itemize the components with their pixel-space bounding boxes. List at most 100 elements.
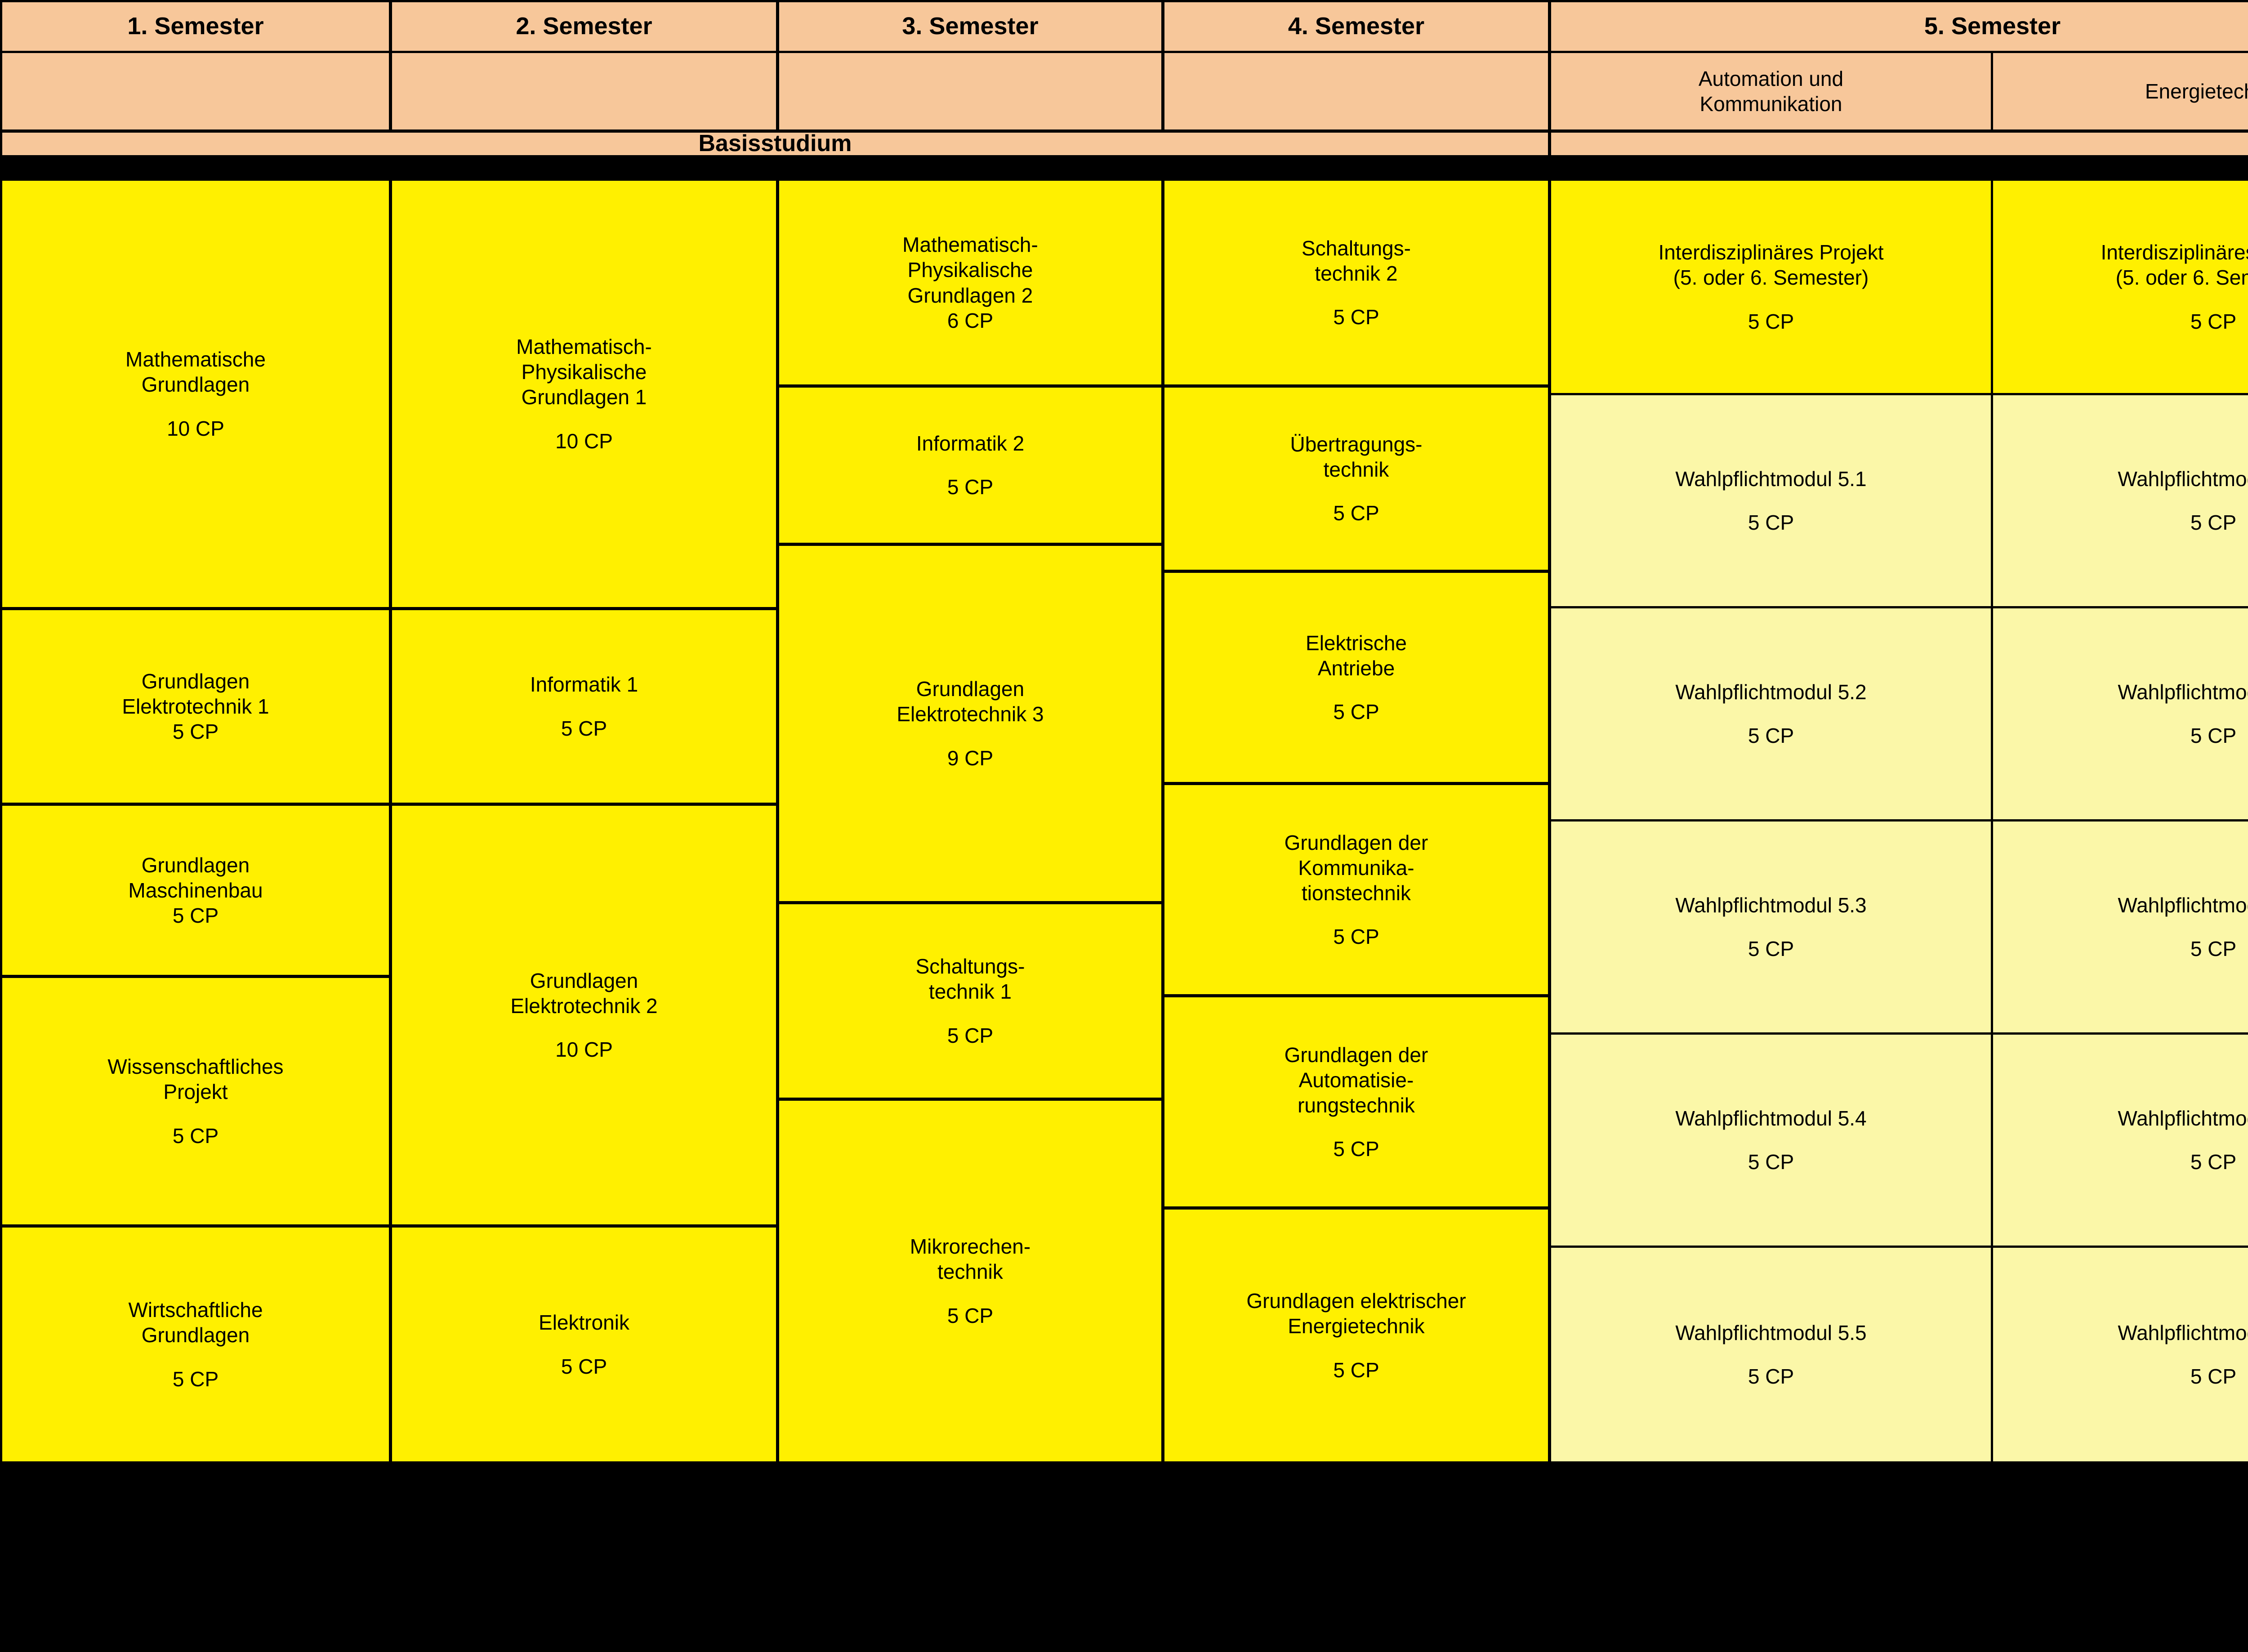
module-cp: 5 CP (172, 1124, 219, 1147)
module-cell[interactable]: Interdisziplinäres Projekt (5. oder 6. S… (1549, 179, 1993, 395)
module-name: Übertragungs- technik (1290, 432, 1423, 481)
semester-header-label: 1. Semester (127, 13, 264, 40)
module-cp: 5 CP (1748, 309, 1794, 333)
module-cp: 5 CP (947, 1304, 994, 1327)
module-cell[interactable]: Schaltungs- technik 1 5 CP (777, 902, 1164, 1100)
module-cp: 5 CP (1333, 1358, 1379, 1382)
module-cell[interactable]: Wahlpflichtmodul 5.1 5 CP (1991, 393, 2248, 608)
module-name: Grundlagen der Automatisie- rungstechnik (1284, 1043, 1428, 1117)
semester-header-4-spacer (1162, 51, 1550, 132)
module-name: Grundlagen Elektrotechnik 2 (510, 969, 658, 1018)
module-name: Wahlpflichtmodul 5.1 (1675, 467, 1867, 491)
semester-header-1-spacer (0, 51, 391, 132)
module-cp: 5 CP (561, 716, 607, 740)
module-cp: 5 CP (947, 1023, 994, 1047)
module-cp: 5 CP (2190, 511, 2237, 535)
module-cell[interactable]: Wahlpflichtmodul 5.2 5 CP (1549, 606, 1993, 822)
module-cp: 5 CP (1333, 501, 1379, 525)
module-cp: 5 CP (947, 475, 994, 499)
module-cp: 10 CP (555, 1038, 613, 1062)
module-cp: 5 CP (2190, 724, 2237, 748)
module-cp: 5 CP (172, 1367, 219, 1391)
module-cp: 5 CP (1748, 1150, 1794, 1174)
module-cp: 10 CP (167, 416, 224, 440)
module-cp: 5 CP (1748, 724, 1794, 748)
module-cp: 6 CP (947, 308, 994, 332)
module-cell[interactable]: Wirtschaftliche Grundlagen 5 CP (0, 1225, 391, 1464)
semester-header-label: 4. Semester (1288, 13, 1425, 40)
semester-header-label: 3. Semester (902, 13, 1039, 40)
module-cell[interactable]: Wahlpflichtmodul 5.5 5 CP (1549, 1246, 1993, 1464)
module-cell[interactable]: Mikrorechen- technik 5 CP (777, 1098, 1164, 1464)
module-name: Wahlpflichtmodul 5.2 (2118, 680, 2248, 704)
module-cell[interactable]: Informatik 1 5 CP (390, 608, 778, 805)
module-name: Grundlagen Elektrotechnik 3 (897, 677, 1044, 726)
module-cell[interactable]: Informatik 2 5 CP (777, 385, 1164, 545)
module-cp: 9 CP (947, 746, 994, 770)
module-name: Mathematische Grundlagen (125, 348, 266, 397)
module-cell[interactable]: Schaltungs- technik 2 5 CP (1162, 179, 1550, 387)
module-name: Wissenschaftliches Projekt (107, 1055, 284, 1104)
module-cell[interactable]: Grundlagen Elektrotechnik 1 5 CP (0, 608, 391, 805)
module-name: Elektronik (539, 1311, 629, 1335)
module-cell[interactable]: Grundlagen der Automatisie- rungstechnik… (1162, 995, 1550, 1209)
band-basisstudium: Basisstudium (0, 130, 1550, 157)
module-cp: 5 CP (2190, 1150, 2237, 1174)
semester-header-label: 2. Semester (516, 13, 652, 40)
semester-header-5: 5. Semester (1549, 0, 2248, 53)
module-cp: 5 CP (1748, 1365, 1794, 1389)
module-cell[interactable]: Elektronik 5 CP (390, 1225, 778, 1464)
module-cell[interactable]: Wahlpflichtmodul 5.4 5 CP (1991, 1032, 2248, 1248)
track-label: Energietechnik (2145, 79, 2248, 103)
module-cell[interactable]: Grundlagen Elektrotechnik 2 10 CP (390, 804, 778, 1227)
module-name: Wahlpflichtmodul 5.5 (2118, 1321, 2248, 1344)
module-name: Interdisziplinäres Projekt (5. oder 6. S… (1658, 241, 1884, 290)
module-name: Grundlagen elektrischer Energietechnik (1246, 1289, 1466, 1338)
module-name: Wahlpflichtmodul 5.4 (1675, 1106, 1867, 1130)
track-header-5-automation: Automation und Kommunikation (1549, 51, 1993, 132)
module-name: Informatik 2 (916, 431, 1025, 455)
semester-header-1: 1. Semester (0, 0, 391, 53)
module-cell[interactable]: Grundlagen Maschinenbau 5 CP (0, 804, 391, 977)
module-name: Wahlpflichtmodul 5.5 (1675, 1321, 1867, 1344)
module-name: Grundlagen der Kommunika- tionstechnik (1284, 830, 1428, 905)
module-cell[interactable]: Mathematisch- Physikalische Grundlagen 1… (390, 179, 778, 609)
module-cell[interactable]: Wahlpflichtmodul 5.3 5 CP (1991, 819, 2248, 1035)
module-name: Mathematisch- Physikalische Grundlagen 2 (902, 233, 1038, 307)
module-cell[interactable]: Mathematisch- Physikalische Grundlagen 2… (777, 179, 1164, 387)
module-cell[interactable]: Mathematische Grundlagen 10 CP (0, 179, 391, 609)
module-cell[interactable]: Grundlagen elektrischer Energietechnik 5… (1162, 1207, 1550, 1464)
module-cp: 5 CP (1333, 1137, 1379, 1161)
module-cp: 5 CP (1333, 305, 1379, 329)
module-cp: 10 CP (555, 429, 613, 453)
semester-header-label: 5. Semester (1924, 13, 2061, 40)
semester-header-3-spacer (777, 51, 1164, 132)
module-cp: 5 CP (172, 720, 219, 744)
module-name: Wahlpflichtmodul 5.4 (2118, 1106, 2248, 1130)
semester-header-2-spacer (390, 51, 778, 132)
module-cell[interactable]: Wahlpflichtmodul 5.3 5 CP (1549, 819, 1993, 1035)
module-cp: 5 CP (1333, 925, 1379, 949)
module-cp: 5 CP (1748, 937, 1794, 961)
band-label: Basisstudium (698, 130, 852, 157)
module-cell[interactable]: Wahlpflichtmodul 5.2 5 CP (1991, 606, 2248, 822)
module-cp: 5 CP (2190, 937, 2237, 961)
module-name: Interdisziplinäres Projekt (5. oder 6. S… (2101, 241, 2248, 290)
module-cell[interactable]: Elektrische Antriebe 5 CP (1162, 571, 1550, 784)
module-name: Grundlagen Elektrotechnik 1 (122, 669, 269, 718)
module-cell[interactable]: Interdisziplinäres Projekt (5. oder 6. S… (1991, 179, 2248, 395)
module-name: Schaltungs- technik 1 (915, 955, 1025, 1004)
module-cell[interactable]: Wahlpflichtmodul 5.4 5 CP (1549, 1032, 1993, 1248)
module-name: Wirtschaftliche Grundlagen (128, 1298, 263, 1347)
module-name: Wahlpflichtmodul 5.3 (1675, 893, 1867, 917)
module-cell[interactable]: Grundlagen Elektrotechnik 3 9 CP (777, 544, 1164, 903)
module-cell[interactable]: Wissenschaftliches Projekt 5 CP (0, 976, 391, 1227)
semester-header-3: 3. Semester (777, 0, 1164, 53)
module-name: Elektrische Antriebe (1306, 631, 1407, 680)
module-cell[interactable]: Übertragungs- technik 5 CP (1162, 385, 1550, 572)
module-cell[interactable]: Grundlagen der Kommunika- tionstechnik 5… (1162, 783, 1550, 996)
module-cell[interactable]: Wahlpflichtmodul 5.5 5 CP (1991, 1246, 2248, 1464)
module-cell[interactable]: Wahlpflichtmodul 5.1 5 CP (1549, 393, 1993, 608)
module-name: Wahlpflichtmodul 5.3 (2118, 893, 2248, 917)
